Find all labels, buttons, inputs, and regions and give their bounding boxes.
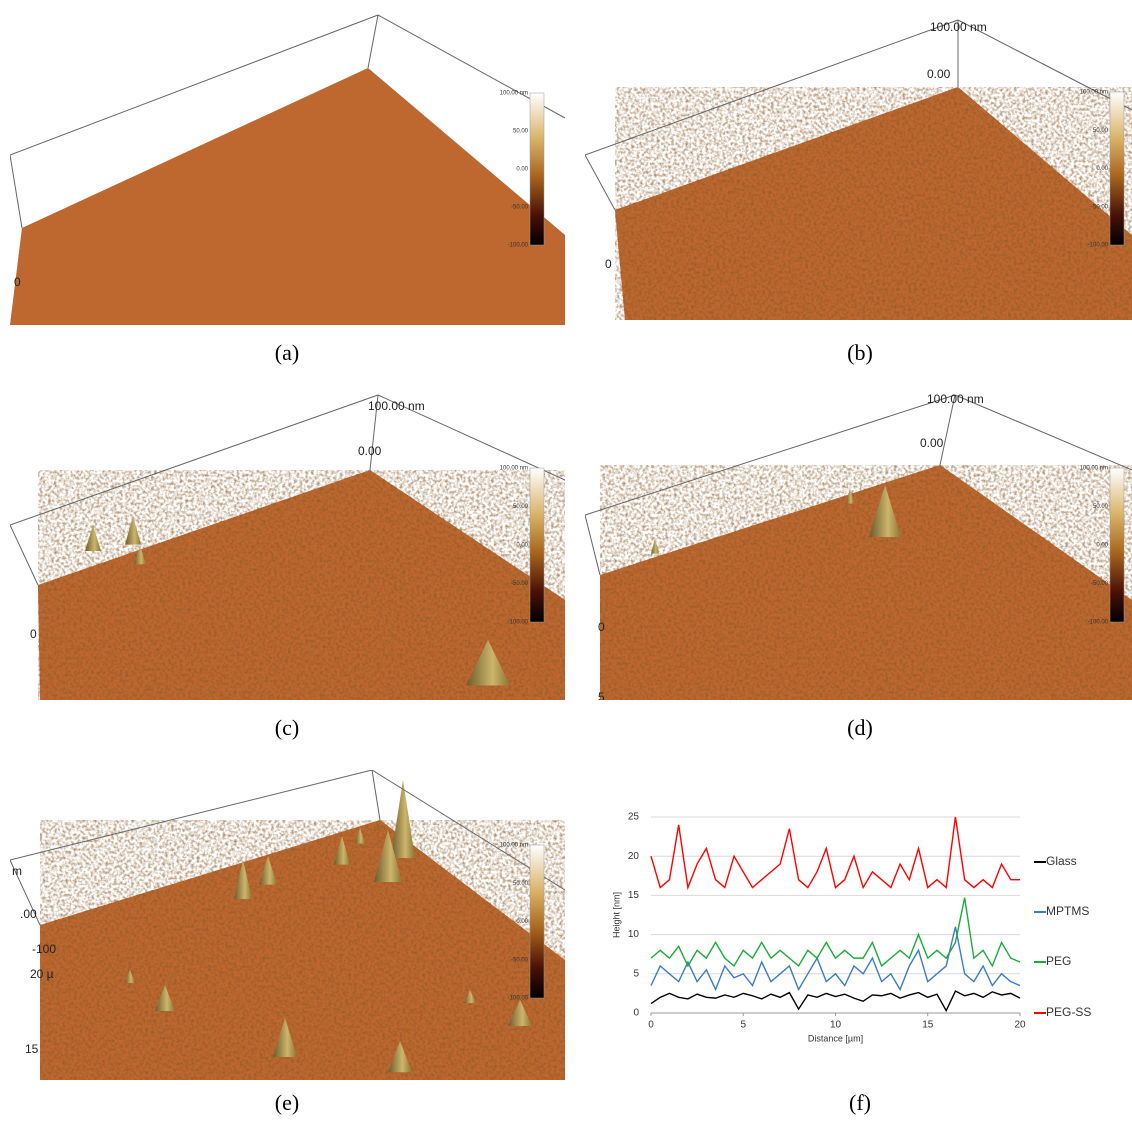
axis-label: 0.00 bbox=[920, 436, 944, 450]
colorbar-label: 0.00 bbox=[516, 919, 528, 925]
box-edge bbox=[368, 15, 378, 68]
colorbar-label: 0.00 bbox=[1096, 543, 1108, 549]
axis-label: 5 bbox=[598, 690, 605, 704]
colorbar-label: -100.00 bbox=[1088, 243, 1109, 249]
colorbar-label: -50.00 bbox=[511, 957, 529, 963]
colorbar-label: -100.00 bbox=[1088, 620, 1109, 626]
colorbar-label: 100.00 nm bbox=[1080, 90, 1108, 96]
box-edge bbox=[10, 525, 38, 585]
y-tick-label: 0 bbox=[633, 1008, 639, 1019]
legend-label: MPTMS bbox=[1046, 904, 1089, 918]
colorbar-label: 50.00 bbox=[513, 129, 529, 135]
panel-caption: (a) bbox=[275, 340, 299, 365]
colorbar-label: 0.00 bbox=[516, 167, 528, 173]
series-line bbox=[651, 817, 1020, 888]
colorbar-label: -50.00 bbox=[1091, 581, 1109, 587]
y-tick-label: 20 bbox=[628, 851, 640, 862]
colorbar-label: -100.00 bbox=[508, 620, 529, 626]
surface-texture bbox=[40, 820, 565, 1080]
box-edge bbox=[955, 395, 1132, 470]
panel-caption: (f) bbox=[849, 1090, 871, 1115]
panel-caption: (d) bbox=[847, 715, 873, 740]
colorbar-label: -50.00 bbox=[511, 581, 529, 587]
x-tick-label: 20 bbox=[1014, 1020, 1026, 1031]
axis-label: -100 bbox=[32, 942, 56, 956]
colorbar-label: -100.00 bbox=[508, 996, 529, 1002]
spike bbox=[391, 780, 415, 858]
axis-label: 100.00 nm bbox=[368, 399, 425, 413]
legend-label: Glass bbox=[1046, 854, 1077, 868]
axis-label: .00 bbox=[20, 907, 37, 921]
axis-label: 0 bbox=[605, 257, 612, 271]
axis-label: 100.00 nm bbox=[927, 392, 984, 406]
colorbar bbox=[530, 468, 544, 622]
afm-panel: 100.00 nm 50.00 0.00 -50.00 -100.00 100.00 nm… bbox=[585, 20, 1132, 365]
panel-caption: (b) bbox=[847, 340, 873, 365]
afm-image: 100.00 nm 50.00 0.00 -50.00 -100.00 100.00 nm… bbox=[10, 395, 565, 700]
y-tick-label: 10 bbox=[628, 929, 640, 940]
surface-texture bbox=[615, 87, 1132, 320]
colorbar-label: 100.00 nm bbox=[500, 843, 528, 849]
axis-label: 0 bbox=[14, 275, 21, 289]
afm-panel: 100.00 nm 50.00 0.00 -50.00 -100.00 m .00 -100 2… bbox=[10, 770, 565, 1115]
colorbar-label: 50.00 bbox=[513, 504, 529, 510]
y-axis-title: Height [nm] bbox=[611, 892, 621, 938]
colorbar-label: -50.00 bbox=[1091, 204, 1109, 210]
colorbar-label: -50.00 bbox=[511, 205, 529, 211]
colorbar bbox=[530, 93, 544, 245]
panel-caption: (e) bbox=[275, 1090, 299, 1115]
series-line bbox=[651, 991, 1020, 1011]
colorbar-label: 50.00 bbox=[1093, 504, 1109, 510]
spike bbox=[125, 516, 141, 545]
afm-image: 100.00 nm 50.00 0.00 -50.00 -100.00 100.00 nm… bbox=[585, 20, 1132, 320]
colorbar-label: 100.00 nm bbox=[1080, 466, 1108, 472]
afm-image: 100.00 nm 50.00 0.00 -50.00 -100.00 m .00 -100 2… bbox=[10, 770, 565, 1080]
x-tick-label: 10 bbox=[830, 1020, 842, 1031]
y-tick-label: 5 bbox=[633, 968, 639, 979]
colorbar-label: 0.00 bbox=[1096, 166, 1108, 172]
colorbar-label: 0.00 bbox=[516, 543, 528, 549]
axis-label: 0.00 bbox=[358, 444, 382, 458]
colorbar-label: -100.00 bbox=[508, 243, 529, 249]
spike bbox=[651, 538, 659, 554]
colorbar bbox=[1110, 468, 1124, 622]
series-line bbox=[651, 898, 1020, 966]
box-edge bbox=[585, 155, 615, 210]
colorbar-label: 100.00 nm bbox=[500, 466, 528, 472]
axis-label: m bbox=[12, 864, 22, 878]
box-edge bbox=[372, 770, 380, 820]
surface-texture bbox=[600, 465, 1132, 700]
colorbar-label: 50.00 bbox=[1093, 128, 1109, 134]
x-axis-title: Distance [µm] bbox=[808, 1033, 863, 1043]
colorbar-label: 50.00 bbox=[513, 881, 529, 887]
axis-label: 0 bbox=[598, 620, 605, 634]
colorbar bbox=[530, 845, 544, 998]
figure: 100.00 nm50.000.00-50.00-100.000(a)100.0… bbox=[0, 0, 1132, 1138]
axis-label: 20 µ bbox=[30, 967, 54, 981]
spike bbox=[85, 525, 101, 551]
axis-label: 15 bbox=[25, 1042, 39, 1056]
box-edge bbox=[585, 515, 600, 575]
axis-label: 0 bbox=[30, 627, 37, 641]
y-tick-label: 15 bbox=[628, 890, 640, 901]
panel-caption: (c) bbox=[275, 715, 299, 740]
afm-image: 100.00 nm 50.00 0.00 -50.00 -100.00 0 bbox=[10, 15, 565, 325]
surface-shade bbox=[10, 68, 565, 325]
afm-panel: 100.00 nm 50.00 0.00 -50.00 -100.00 100.00 nm… bbox=[10, 395, 565, 740]
x-tick-label: 0 bbox=[648, 1020, 654, 1031]
colorbar bbox=[1110, 92, 1124, 245]
legend-label: PEG-SS bbox=[1046, 1005, 1091, 1019]
axis-label: 100.00 nm bbox=[930, 20, 987, 34]
y-tick-label: 25 bbox=[628, 812, 640, 823]
box-edge bbox=[10, 155, 22, 228]
legend-label: PEG bbox=[1046, 954, 1071, 968]
x-tick-label: 15 bbox=[922, 1020, 934, 1031]
x-tick-label: 5 bbox=[740, 1020, 746, 1031]
colorbar-label: 100.00 nm bbox=[500, 91, 528, 97]
axis-label: 0.00 bbox=[927, 67, 951, 81]
afm-panel: 100.00 nm 50.00 0.00 -50.00 -100.00 0 (a) bbox=[10, 15, 565, 365]
